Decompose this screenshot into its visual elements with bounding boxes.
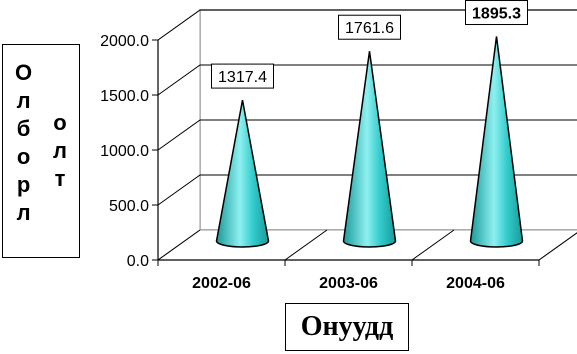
y-axis-title-letter-b-1: л [53, 138, 67, 163]
data-label-box [338, 14, 401, 40]
x-tick-label: 2002-06 [192, 275, 251, 292]
y-axis-title-letter-b-0: о [53, 110, 67, 135]
y-axis-title-letter-a-3: о [16, 144, 31, 169]
y-axis-title-letter-a-4: р [16, 172, 31, 197]
x-tick-label: 2004-06 [446, 275, 505, 292]
gridline [157, 174, 577, 206]
gridline [157, 9, 577, 41]
y-tick-label: 2000.0 [100, 33, 149, 50]
y-axis-title-letter-a-1: л [16, 88, 31, 113]
data-label: 1895.3 [472, 6, 521, 23]
floor-divider [538, 232, 577, 261]
data-label: 1761.6 [345, 20, 394, 37]
gridline [157, 64, 577, 96]
y-axis-title-letter-a-0: О [15, 60, 33, 85]
y-tick-label: 1000.0 [100, 143, 149, 160]
gridline [157, 119, 577, 151]
y-tick-label: 500.0 [109, 198, 149, 215]
cone-bar [342, 51, 397, 248]
y-tick-label: 1500.0 [100, 88, 149, 105]
y-axis-title-letter-b-2: т [54, 166, 66, 191]
floor-divider [284, 229, 328, 261]
data-label-box [465, 0, 528, 26]
floor-divider [157, 229, 201, 261]
data-label: 1317.4 [218, 69, 267, 86]
y-tick-label: 0.0 [127, 253, 149, 270]
data-label-box [211, 63, 274, 89]
x-tick-label: 2003-06 [319, 275, 378, 292]
x-axis-title: Онуудд [285, 303, 409, 351]
y-axis-title-letter-a-5: л [16, 200, 31, 225]
cone-bar [469, 36, 524, 248]
cone-bar [215, 99, 270, 248]
y-axis-title-letter-a-2: б [16, 116, 31, 141]
floor-divider [411, 229, 455, 261]
